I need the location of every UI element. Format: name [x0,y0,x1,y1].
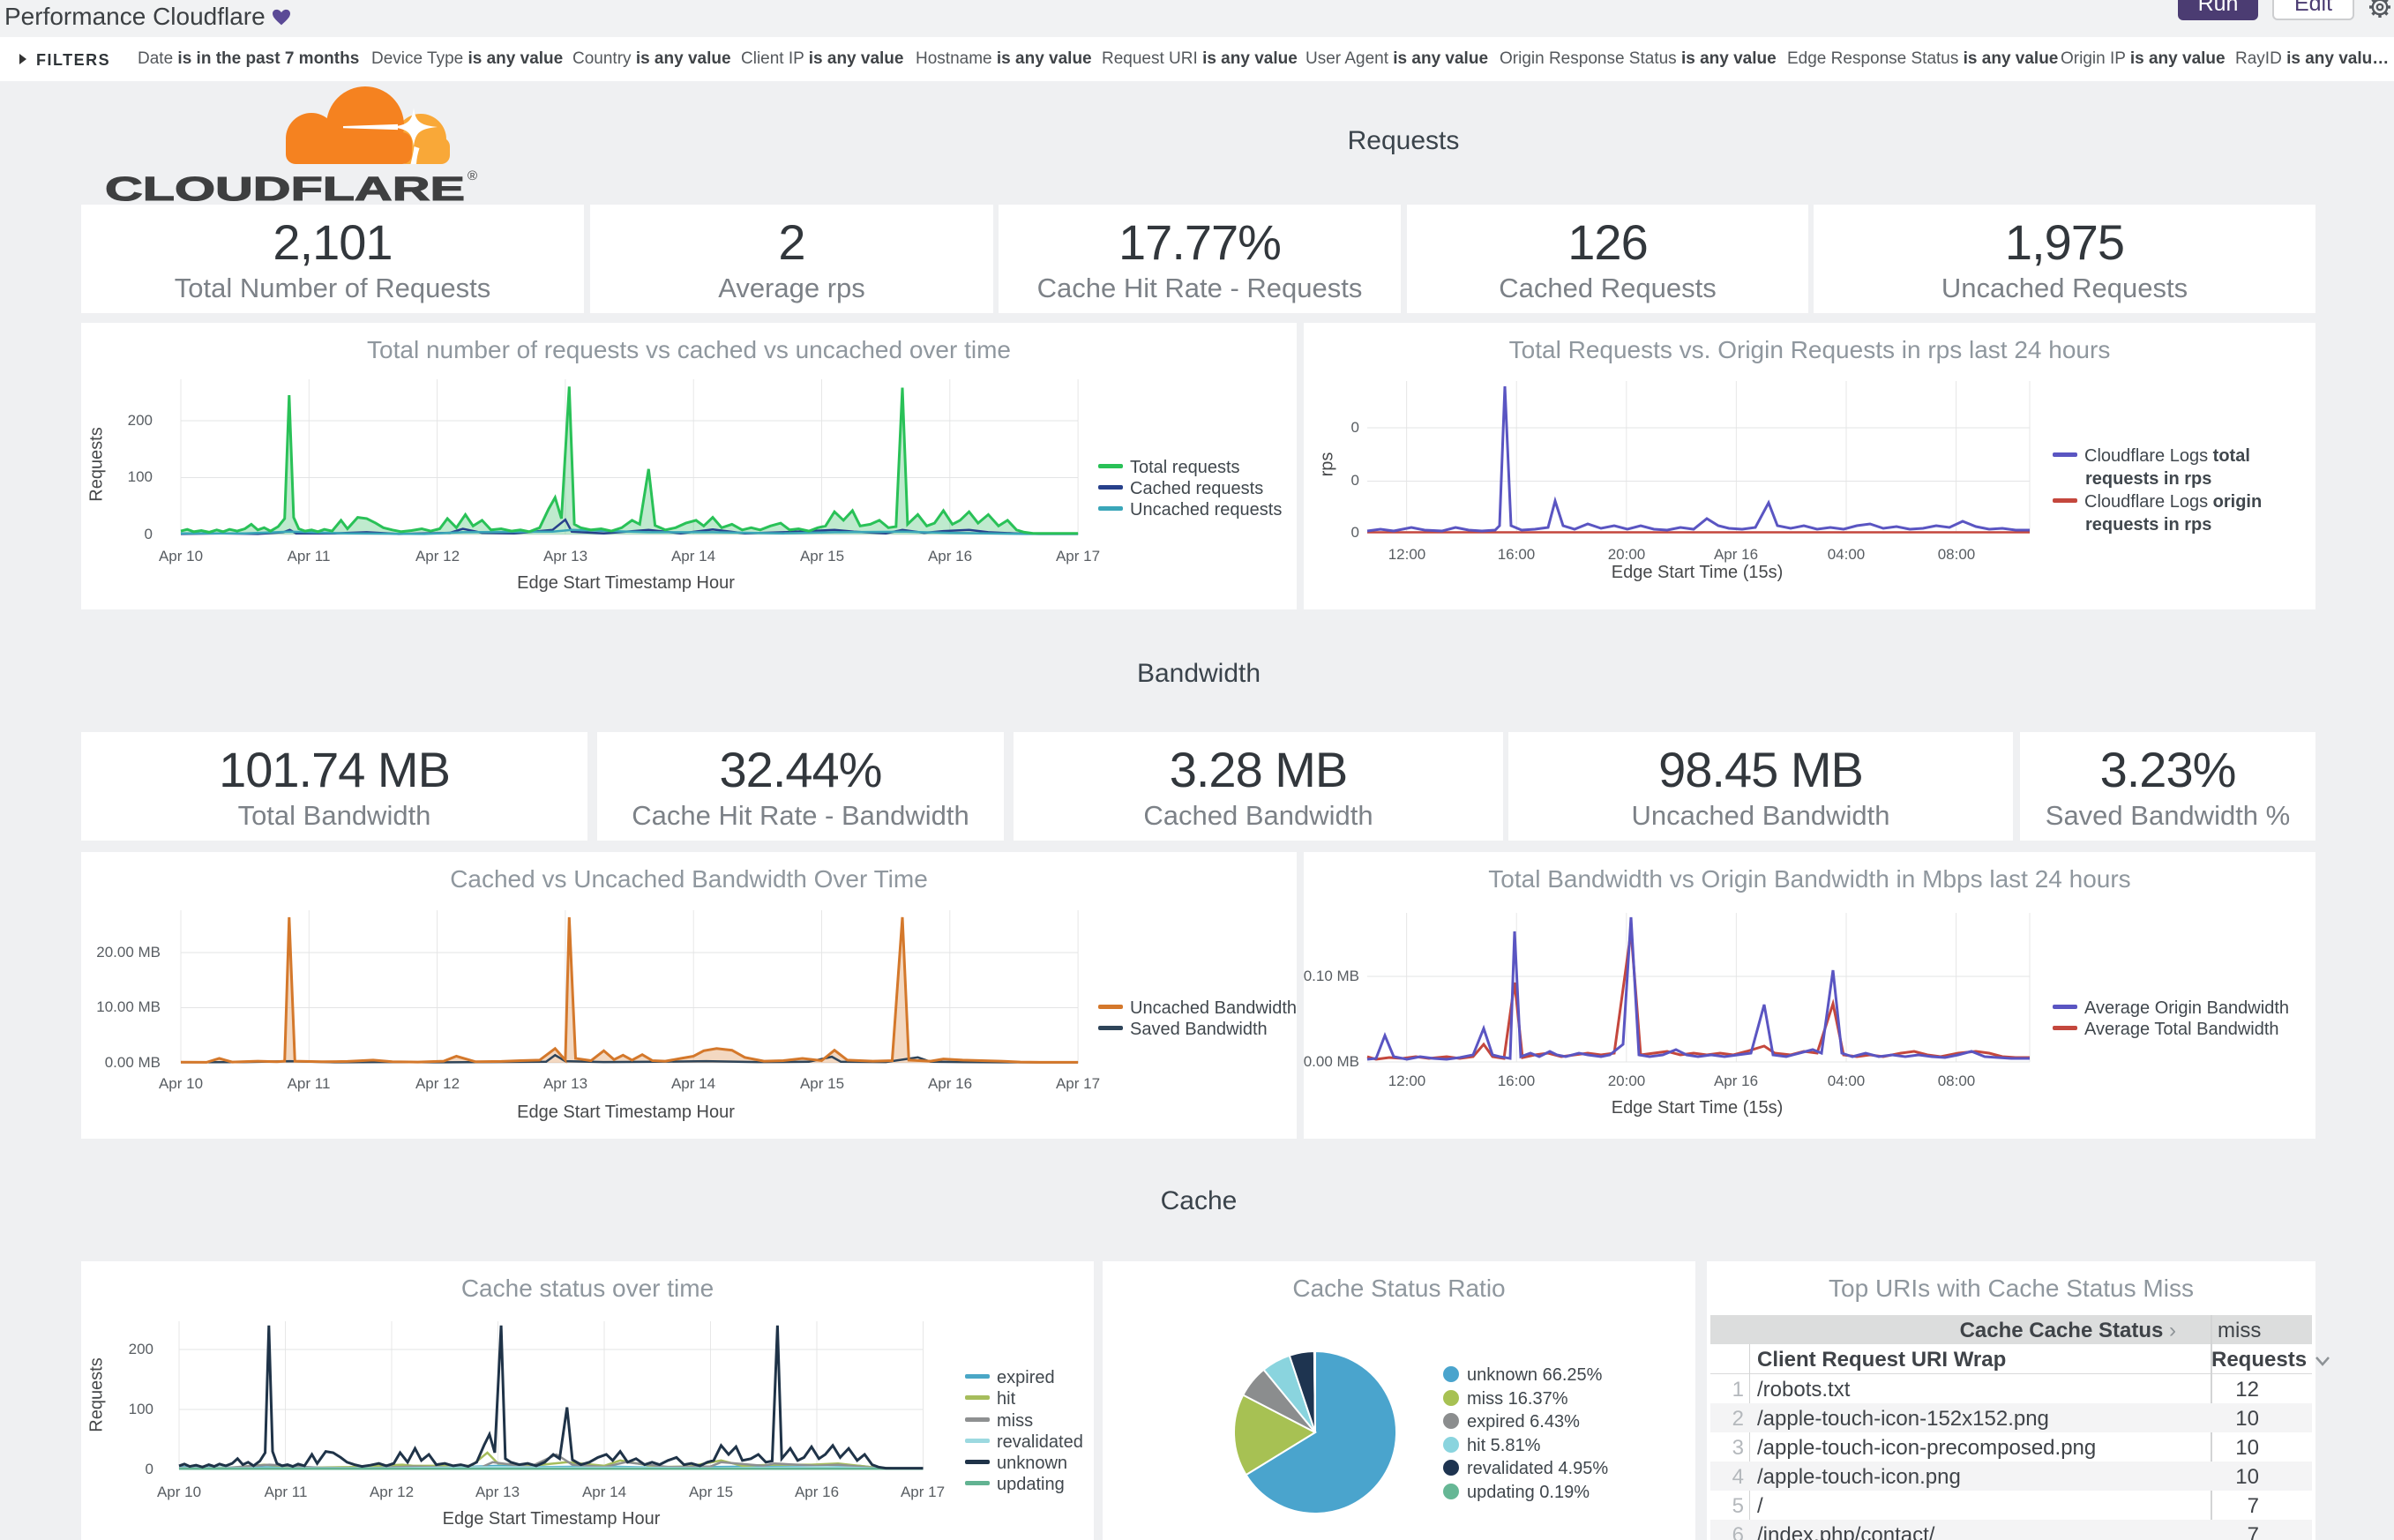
svg-text:CLOUDFLARE: CLOUDFLARE [105,171,465,208]
svg-text:®: ® [468,169,477,183]
